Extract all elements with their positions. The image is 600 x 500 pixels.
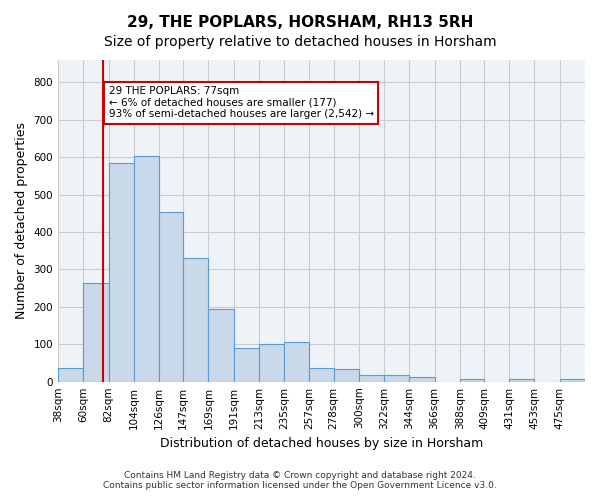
Bar [58,368,83,382]
Text: 29, THE POPLARS, HORSHAM, RH13 5RH: 29, THE POPLARS, HORSHAM, RH13 5RH [127,15,473,30]
Bar [83,282,109,382]
Bar [460,380,484,382]
Bar [259,344,284,382]
Text: 29 THE POPLARS: 77sqm
← 6% of detached houses are smaller (177)
93% of semi-deta: 29 THE POPLARS: 77sqm ← 6% of detached h… [109,86,374,120]
Bar [384,375,409,382]
Bar [310,368,334,382]
Bar [159,212,183,382]
Y-axis label: Number of detached properties: Number of detached properties [15,122,28,320]
Bar [109,163,134,382]
X-axis label: Distribution of detached houses by size in Horsham: Distribution of detached houses by size … [160,437,483,450]
Bar [183,258,208,382]
Bar [560,379,585,382]
Bar [509,380,535,382]
Bar [409,377,434,382]
Text: Contains HM Land Registry data © Crown copyright and database right 2024.
Contai: Contains HM Land Registry data © Crown c… [103,470,497,490]
Bar [208,308,233,382]
Bar [284,342,310,382]
Bar [134,156,159,382]
Text: Size of property relative to detached houses in Horsham: Size of property relative to detached ho… [104,35,496,49]
Bar [233,348,259,382]
Bar [359,375,384,382]
Bar [334,370,359,382]
